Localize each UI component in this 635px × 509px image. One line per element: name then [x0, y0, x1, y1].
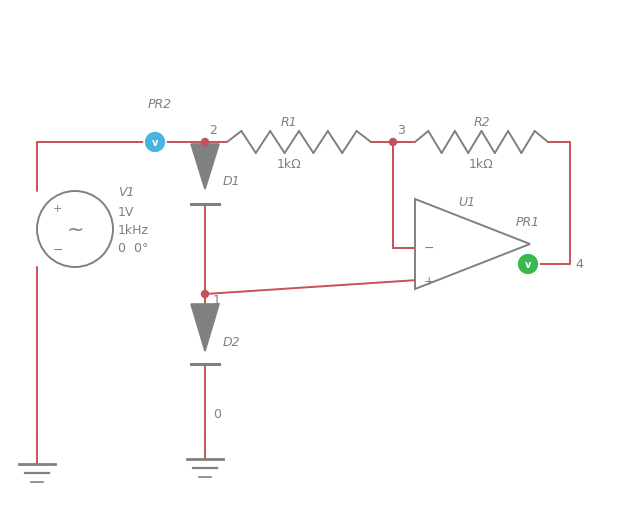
Text: D1: D1 — [223, 175, 241, 188]
Text: PR2: PR2 — [148, 98, 172, 111]
Text: R2: R2 — [473, 116, 490, 129]
Text: −: − — [53, 244, 63, 257]
Circle shape — [517, 253, 539, 275]
Text: 3: 3 — [397, 124, 405, 137]
Text: +: + — [53, 204, 63, 214]
Text: D2: D2 — [223, 335, 241, 348]
Text: 1kΩ: 1kΩ — [469, 158, 494, 171]
Text: 2: 2 — [209, 124, 217, 137]
Text: 4: 4 — [575, 258, 583, 271]
Circle shape — [201, 139, 208, 146]
Text: 1kHz: 1kHz — [118, 223, 149, 236]
Polygon shape — [191, 304, 219, 351]
Circle shape — [389, 139, 396, 146]
Circle shape — [144, 132, 166, 154]
Text: 1V: 1V — [118, 205, 135, 218]
Text: PR1: PR1 — [516, 216, 540, 229]
Text: 1: 1 — [213, 293, 221, 306]
Text: 1kΩ: 1kΩ — [277, 158, 302, 171]
Text: R1: R1 — [281, 116, 297, 129]
Text: v: v — [525, 260, 531, 269]
Text: −: − — [424, 242, 434, 255]
Circle shape — [201, 291, 208, 298]
Text: ~: ~ — [66, 219, 84, 240]
Text: v: v — [152, 138, 158, 148]
Text: U1: U1 — [458, 195, 476, 208]
Text: 0: 0 — [213, 408, 221, 420]
Text: +: + — [424, 274, 434, 287]
Text: 0  0°: 0 0° — [118, 241, 149, 254]
Text: V1: V1 — [118, 185, 135, 198]
Polygon shape — [191, 145, 219, 190]
